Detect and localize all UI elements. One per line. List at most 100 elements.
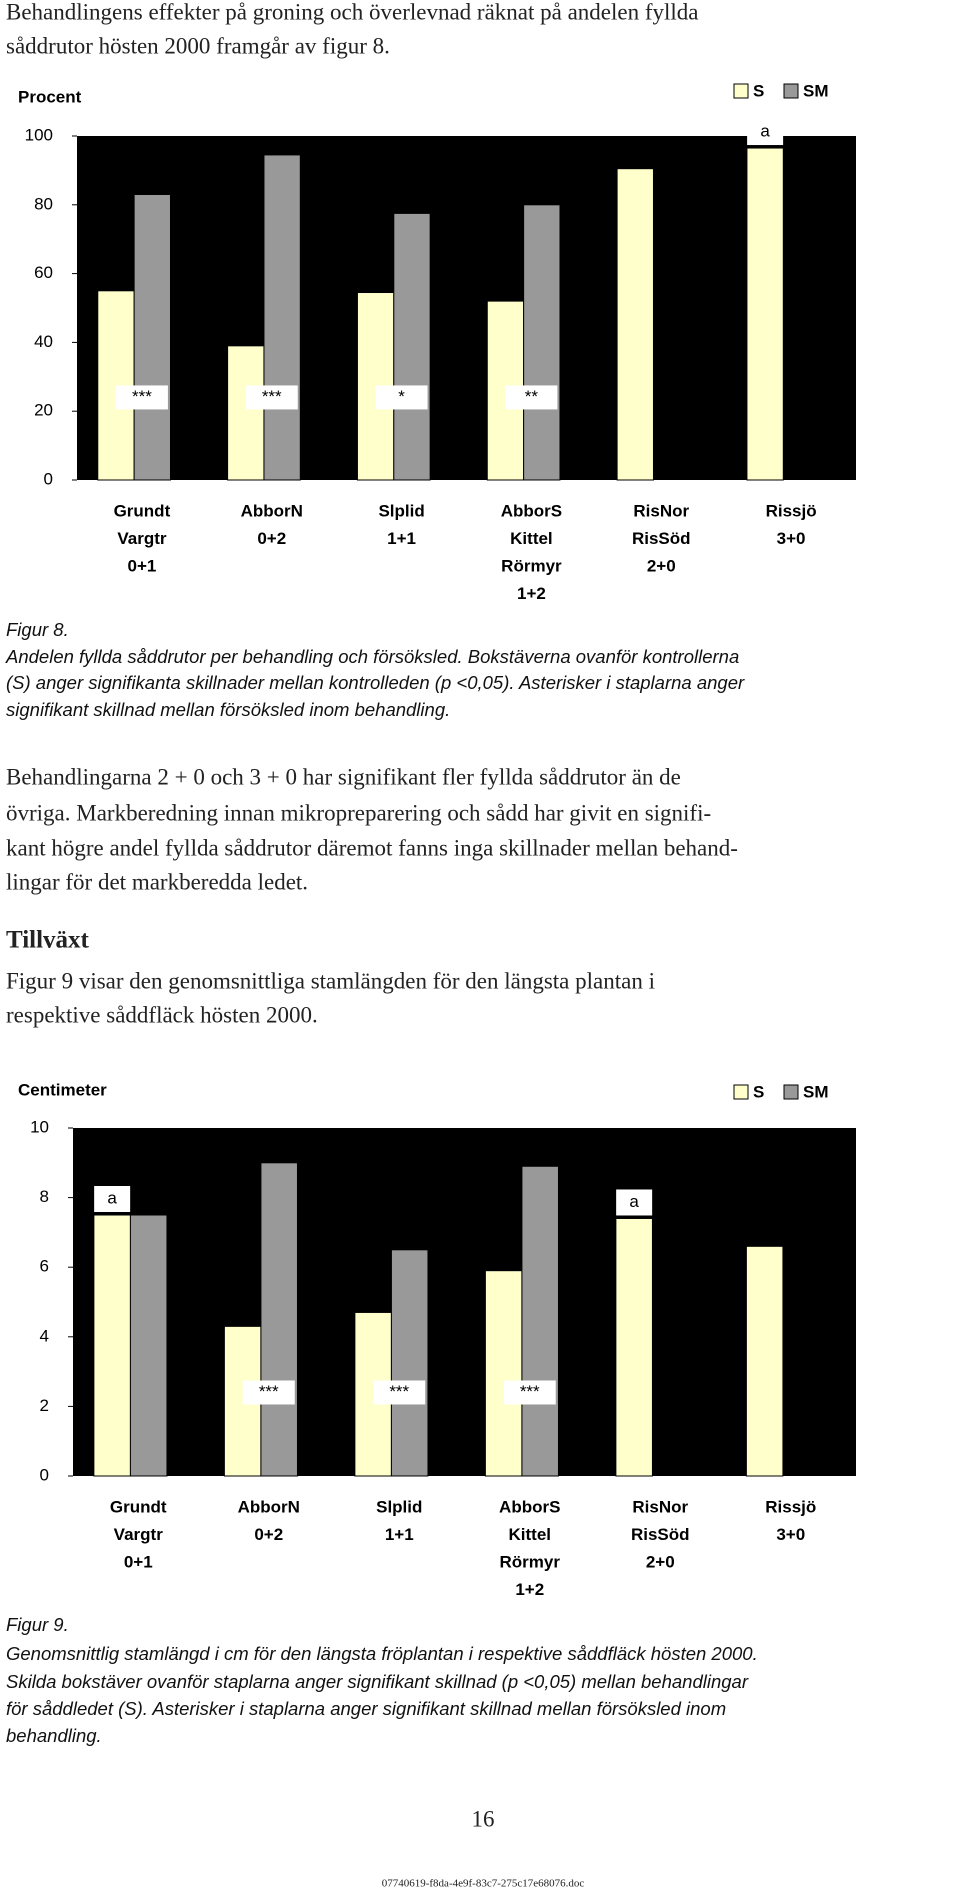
page-number: 16 — [472, 1806, 495, 1831]
y-tick-label: 0 — [44, 469, 53, 488]
intro-line: såddrutor hösten 2000 framgår av figur 8… — [6, 33, 390, 58]
y-tick-label: 60 — [34, 263, 53, 282]
bar-label: ** — [525, 387, 539, 406]
x-tick-label: 3+0 — [776, 1525, 805, 1544]
paragraph-line: övriga. Markberedning innan mikroprepare… — [6, 800, 711, 825]
caption-line: (S) anger signifikanta skillnader mellan… — [6, 672, 745, 693]
y-tick-label: 2 — [40, 1396, 49, 1415]
x-tick-label: AbborN — [241, 501, 303, 520]
y-tick-label: 80 — [34, 194, 53, 213]
y-tick-label: 8 — [40, 1187, 49, 1206]
axis-title: Centimeter — [18, 1080, 107, 1099]
x-tick-label: Rissjö — [766, 501, 817, 520]
paragraph-line: Behandlingarna 2 + 0 och 3 + 0 har signi… — [6, 764, 681, 789]
bar-label: *** — [262, 387, 282, 406]
x-tick-label: Rissjö — [765, 1497, 816, 1516]
legend-label: SM — [803, 1082, 829, 1101]
bar — [523, 204, 561, 481]
label-box — [242, 1380, 295, 1405]
label-box — [115, 385, 168, 410]
x-tick-label: Vargtr — [114, 1525, 164, 1544]
bar-label: *** — [132, 387, 152, 406]
y-tick-label: 40 — [34, 332, 53, 351]
legend-swatch — [783, 1084, 799, 1100]
x-tick-label: Slplid — [378, 501, 424, 520]
plot-area — [77, 136, 856, 480]
x-tick-label: 2+0 — [647, 556, 676, 575]
caption-line: Genomsnittlig stamlängd i cm för den län… — [6, 1643, 758, 1664]
label-box — [94, 1186, 131, 1212]
legend-label: SM — [803, 81, 829, 100]
x-tick-label: AbborS — [499, 1497, 560, 1516]
axis-title: Procent — [18, 87, 82, 106]
x-tick-label: RisSöd — [632, 529, 691, 548]
x-tick-label: Grundt — [110, 1497, 167, 1516]
x-tick-label: 1+1 — [387, 529, 416, 548]
x-tick-label: 1+1 — [385, 1525, 414, 1544]
x-tick-label: RisSöd — [631, 1525, 690, 1544]
top-label: a — [760, 122, 770, 141]
x-tick-label: 0+2 — [257, 529, 286, 548]
label-box — [503, 1380, 556, 1405]
heading: Tillväxt — [6, 927, 90, 954]
bar-label: * — [398, 387, 405, 406]
bar — [93, 1214, 131, 1477]
bar — [484, 1270, 523, 1477]
caption-line: Skilda bokstäver ovanför staplarna anger… — [6, 1671, 749, 1692]
legend-swatch — [783, 83, 799, 99]
x-tick-label: 1+2 — [517, 584, 546, 603]
y-tick-label: 0 — [40, 1465, 49, 1484]
y-tick-label: 10 — [30, 1117, 49, 1136]
legend-label: S — [753, 1082, 764, 1101]
caption-label: Figur 9. — [6, 1614, 69, 1635]
x-tick-label: Kittel — [509, 1525, 552, 1544]
bar-label: *** — [259, 1382, 279, 1401]
top-label: a — [629, 1192, 639, 1211]
x-tick-label: RisNor — [633, 501, 689, 520]
bar — [615, 1217, 653, 1477]
x-tick-label: Slplid — [376, 1497, 422, 1516]
legend-swatch — [733, 83, 749, 99]
y-tick-label: 4 — [40, 1326, 49, 1345]
bar-label: *** — [520, 1382, 540, 1401]
y-tick-label: 20 — [34, 401, 53, 420]
bar — [746, 147, 784, 481]
x-tick-label: Vargtr — [117, 529, 167, 548]
x-tick-label: 0+1 — [127, 556, 156, 575]
paragraph-line: kant högre andel fyllda såddrutor däremo… — [6, 835, 738, 860]
bar — [133, 193, 171, 481]
x-tick-label: 1+2 — [515, 1580, 544, 1599]
x-tick-label: RisNor — [632, 1497, 688, 1516]
label-box — [375, 385, 428, 410]
y-tick-label: 6 — [40, 1257, 49, 1276]
paragraph-line: Figur 9 visar den genomsnittliga stamlän… — [6, 968, 655, 993]
bar — [260, 1162, 298, 1477]
legend-label: S — [753, 81, 764, 100]
label-box — [747, 119, 784, 146]
caption-line: Andelen fyllda såddrutor per behandling … — [5, 646, 739, 667]
top-label: a — [107, 1188, 117, 1207]
x-tick-label: 2+0 — [646, 1552, 675, 1571]
intro-line: Behandlingens effekter på groning och öv… — [6, 0, 699, 24]
paragraph-line: respektive såddfläck hösten 2000. — [6, 1002, 318, 1027]
x-tick-label: 0+2 — [254, 1525, 283, 1544]
caption-line: signifikant skillnad mellan försöksled i… — [6, 699, 450, 720]
label-box — [245, 385, 298, 410]
plot-area — [73, 1128, 856, 1476]
bar — [129, 1214, 168, 1477]
bar — [393, 212, 431, 481]
caption-line: behandling. — [6, 1725, 102, 1746]
legend-swatch — [733, 1084, 749, 1100]
x-tick-label: 3+0 — [777, 529, 806, 548]
x-tick-label: Grundt — [114, 501, 171, 520]
caption-label: Figur 8. — [6, 619, 69, 640]
label-box — [373, 1380, 426, 1405]
bar — [97, 290, 135, 481]
bar — [263, 154, 301, 481]
x-tick-label: Rörmyr — [500, 1552, 561, 1571]
x-tick-label: Rörmyr — [501, 556, 562, 575]
bar-label: *** — [389, 1382, 409, 1401]
label-box — [505, 385, 558, 410]
bar — [227, 345, 265, 481]
